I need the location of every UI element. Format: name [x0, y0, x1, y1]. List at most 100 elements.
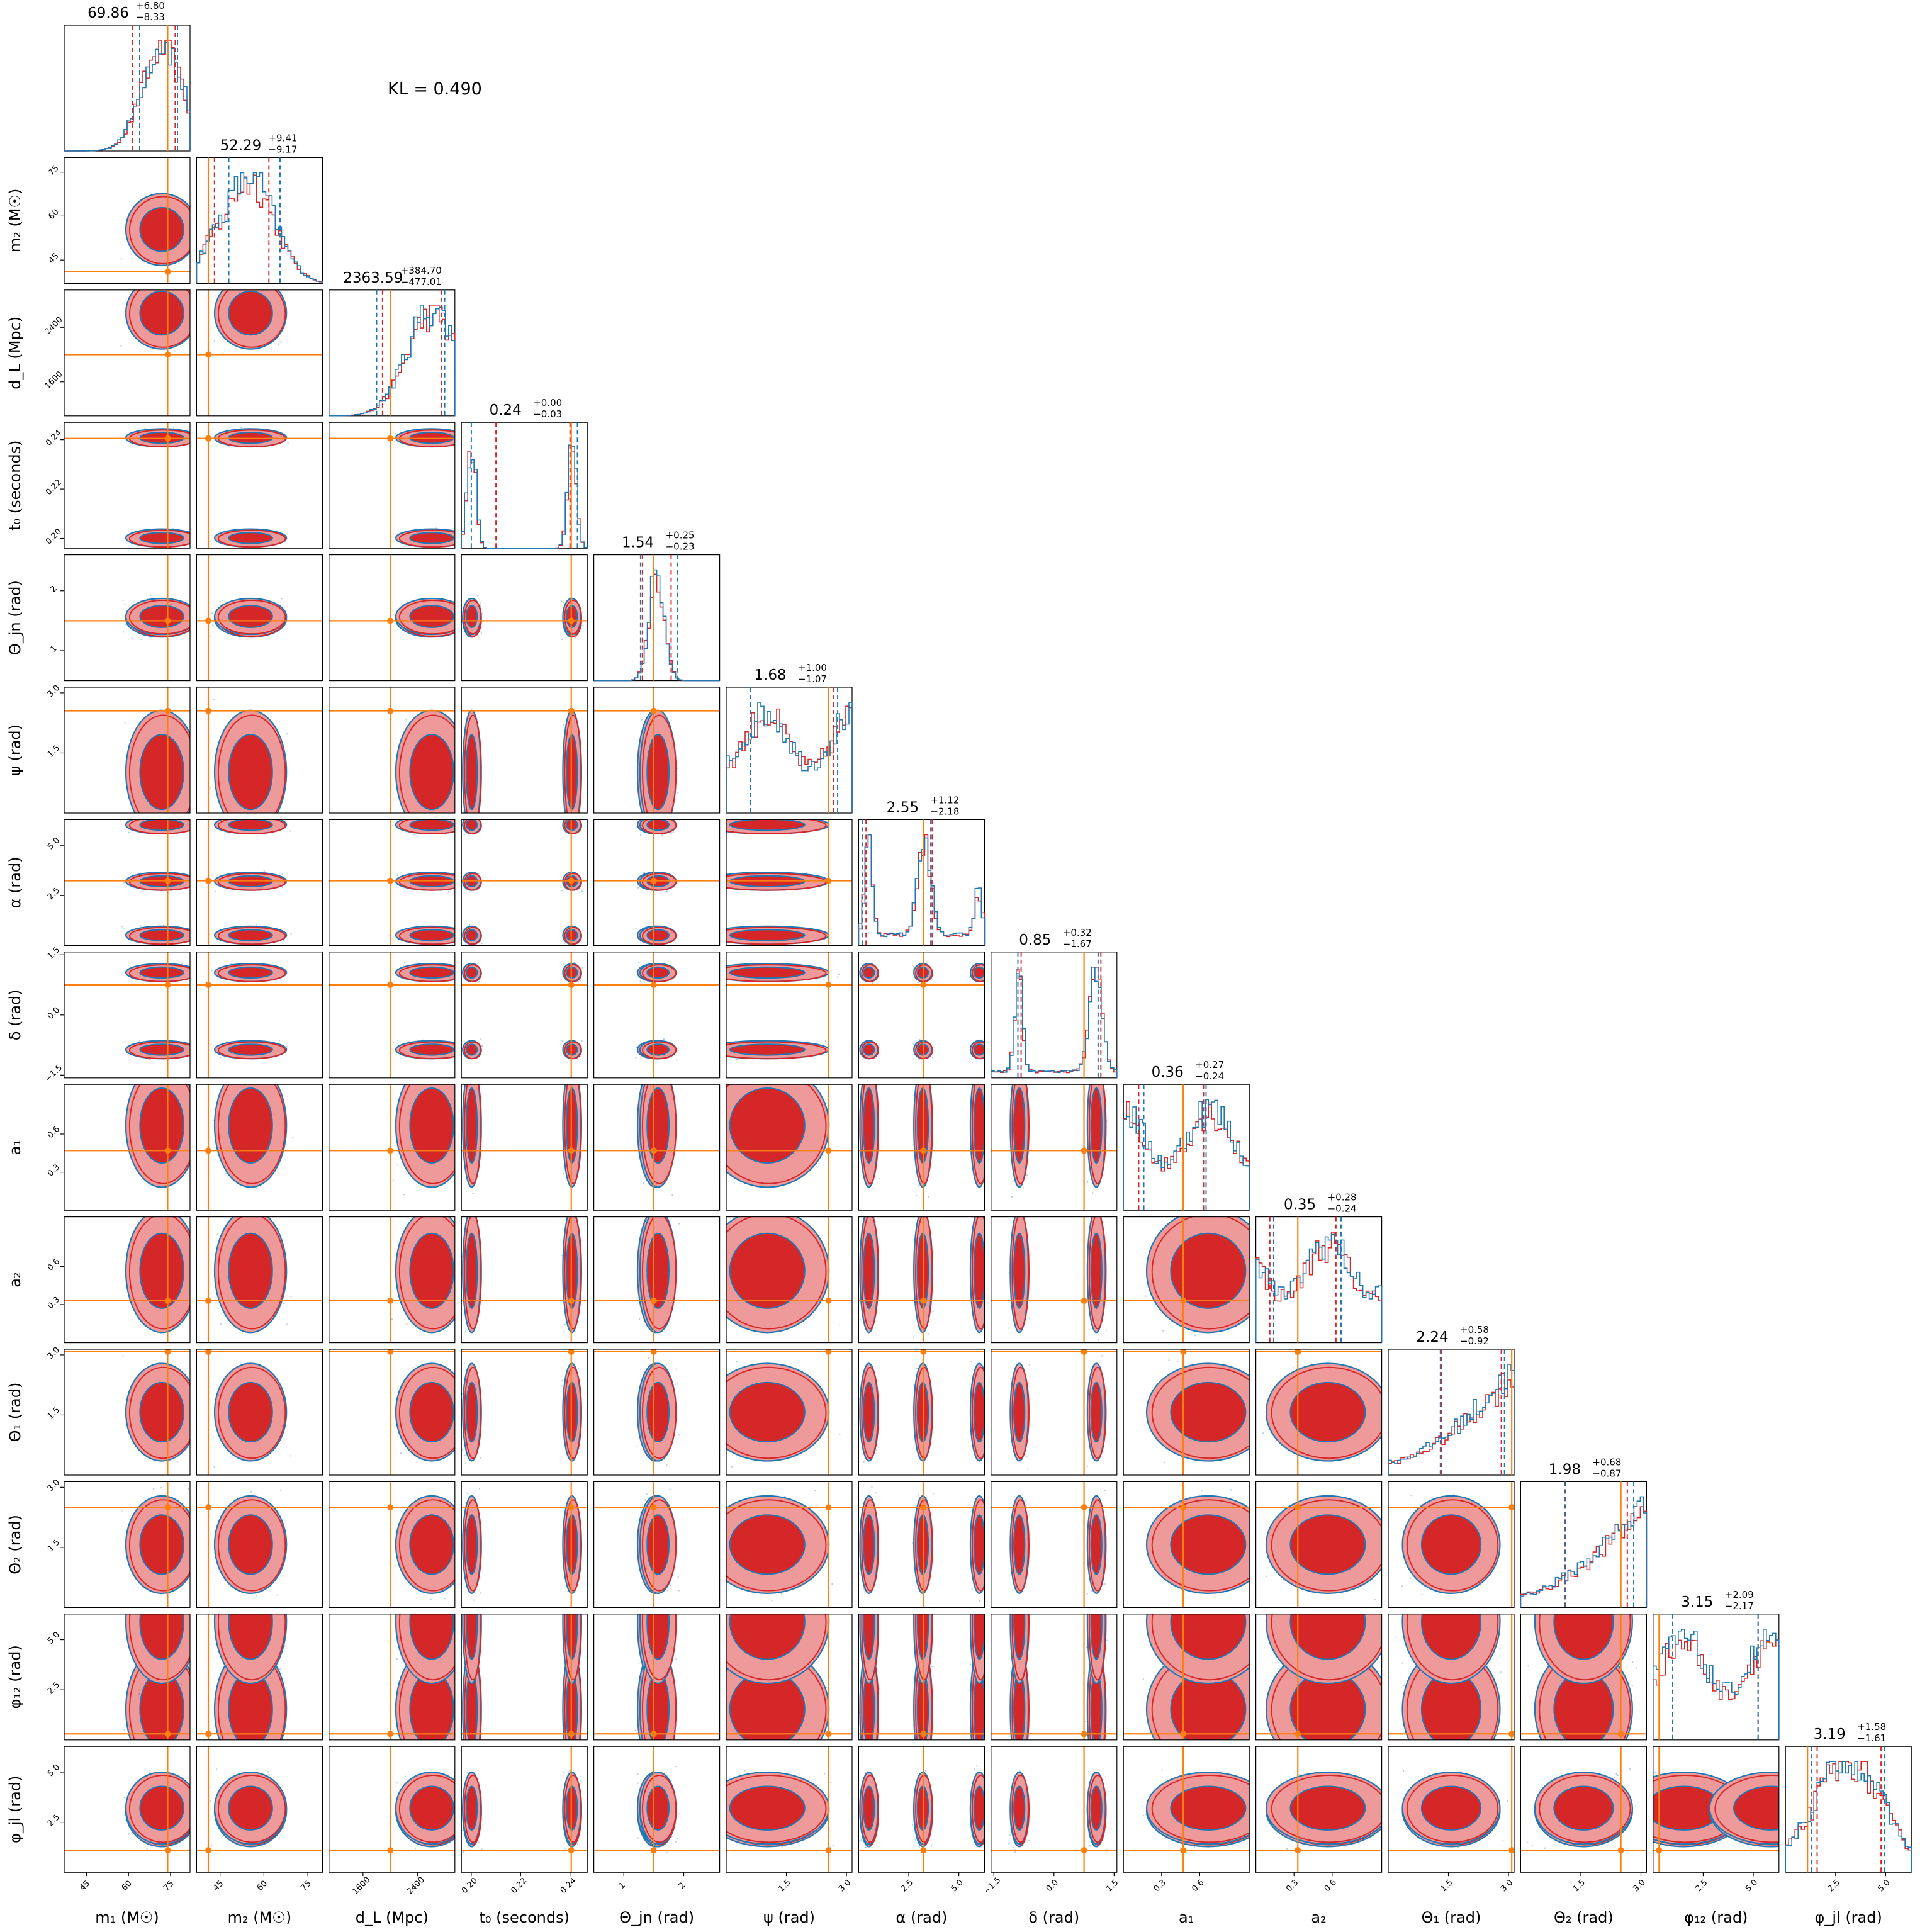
- sample-point: [1626, 1666, 1628, 1668]
- outer-contour-red: [971, 1366, 985, 1459]
- panel-frame: [1388, 1481, 1515, 1608]
- inner-contour: [1289, 1514, 1366, 1575]
- panel-10-6: [858, 1349, 986, 1476]
- y-axis-label: a₁: [6, 1140, 24, 1155]
- panel-frame: [991, 1216, 1118, 1344]
- sample-point: [833, 1845, 834, 1846]
- panel-7-3: [461, 952, 588, 1079]
- panel-12-9: [1255, 1614, 1383, 1741]
- truth-point: [825, 1731, 832, 1738]
- sample-point: [122, 631, 125, 633]
- sample-point: [636, 816, 637, 817]
- sample-point: [912, 1407, 914, 1409]
- inner-contour: [729, 1087, 806, 1164]
- sample-point: [932, 1311, 934, 1313]
- outer-contour-red: [642, 1499, 677, 1592]
- sample-point: [391, 1318, 393, 1320]
- diag-panel-1: 52.29 +9.41−9.17: [196, 132, 323, 284]
- sample-point: [736, 1361, 738, 1362]
- truth-point: [387, 1147, 394, 1154]
- truth-point: [920, 1731, 927, 1738]
- sample-point: [1615, 1773, 1617, 1775]
- sample-point: [1578, 1845, 1580, 1848]
- sample-point: [140, 638, 142, 641]
- sample-point: [807, 1744, 808, 1745]
- outer-contour-red: [642, 1774, 677, 1843]
- median-minus: −0.87: [1592, 1468, 1621, 1479]
- sample-point: [1616, 1774, 1618, 1776]
- sample-point: [637, 1782, 639, 1784]
- sample-point: [1527, 1665, 1529, 1667]
- x-tick-label: 3.0: [1499, 1878, 1515, 1894]
- inner-contour: [646, 1087, 670, 1164]
- sample-point: [146, 1848, 148, 1850]
- outer-contour-red: [128, 964, 190, 982]
- y-tick-label: 0.3: [46, 1295, 62, 1311]
- median-minus: −2.18: [930, 806, 959, 817]
- panel-frame: [329, 422, 456, 549]
- kl-annotation: KL = 0.490: [388, 79, 482, 99]
- truth-point: [164, 707, 171, 714]
- outer-contour-red: [564, 1366, 583, 1459]
- sample-point: [672, 831, 674, 834]
- truth-point: [650, 877, 657, 884]
- outer-contour-red: [1151, 1366, 1250, 1459]
- inner-contour: [973, 966, 985, 979]
- panel-6-3: [461, 819, 588, 946]
- panel-10-5: [726, 1349, 853, 1476]
- sample-point: [668, 1692, 670, 1693]
- sample-point: [1613, 1777, 1615, 1778]
- sample-point: [478, 873, 480, 875]
- sample-point: [461, 1829, 464, 1831]
- panel-11-10: [1388, 1481, 1515, 1608]
- sample-point: [986, 977, 987, 978]
- y-tick-label: 75: [47, 164, 60, 177]
- sample-point: [643, 1609, 644, 1610]
- sample-point: [480, 1457, 481, 1459]
- sample-point: [581, 890, 583, 892]
- outer-contour-red: [464, 1084, 482, 1184]
- sample-point: [1410, 1577, 1412, 1580]
- outer-contour-red: [564, 926, 583, 945]
- sample-point: [989, 1552, 991, 1553]
- sample-point: [287, 442, 289, 444]
- median-minus: −0.24: [1195, 1070, 1224, 1082]
- sample-point: [677, 1382, 678, 1384]
- median-plus: +0.58: [1460, 1324, 1489, 1335]
- inner-contour: [1170, 1381, 1247, 1443]
- inner-contour: [1420, 1785, 1482, 1831]
- panel-11-4: [593, 1481, 721, 1608]
- sample-point: [256, 1595, 257, 1597]
- inner-contour: [1013, 1087, 1026, 1164]
- x-tick-label: 0.3: [1152, 1878, 1168, 1894]
- panel-frame: [461, 819, 588, 946]
- sample-point: [461, 1449, 463, 1451]
- truth-point: [1295, 1504, 1301, 1511]
- sample-point: [1250, 1600, 1252, 1602]
- outer-contour-red: [971, 964, 985, 982]
- x-tick-label: 0.3: [1284, 1878, 1300, 1894]
- outer-contour-red: [1714, 1774, 1779, 1843]
- sample-point: [635, 1047, 637, 1048]
- panel-frame: [593, 819, 721, 946]
- sample-point: [920, 1059, 923, 1061]
- truth-point: [1617, 1847, 1624, 1854]
- sample-point: [215, 1768, 218, 1770]
- inner-contour: [729, 966, 806, 979]
- panel-frame: [64, 1216, 191, 1344]
- inner-contour: [863, 1614, 875, 1660]
- sample-point: [986, 970, 987, 971]
- sample-point: [1104, 1776, 1107, 1778]
- sample-point: [413, 834, 415, 836]
- sample-point: [1262, 1432, 1264, 1434]
- panel-9-1: [196, 1216, 323, 1344]
- sample-point: [465, 943, 467, 946]
- sample-point: [215, 890, 216, 893]
- y-tick-label: 1.5: [46, 945, 62, 961]
- sample-point: [172, 427, 175, 429]
- truth-point: [920, 1147, 927, 1154]
- x-axis-label: d_L (Mpc): [356, 1909, 429, 1926]
- x-tick-label: 1.5: [1439, 1878, 1454, 1894]
- sample-point: [263, 870, 266, 872]
